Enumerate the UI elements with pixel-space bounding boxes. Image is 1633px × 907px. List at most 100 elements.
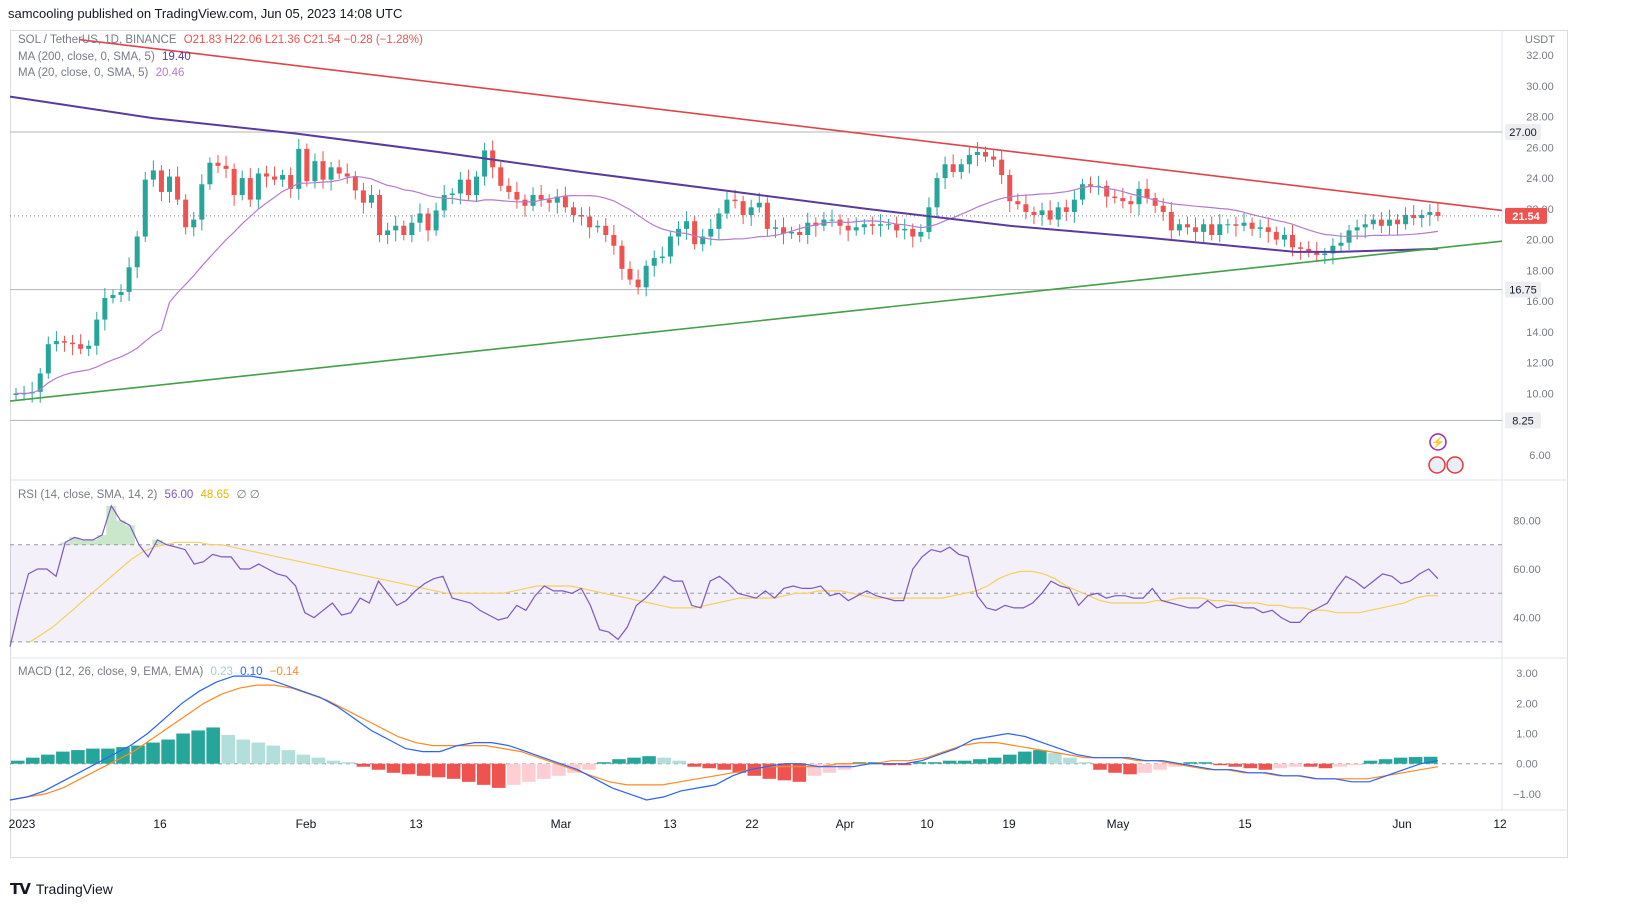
macd-histogram-bar	[221, 735, 235, 764]
candle-body	[150, 170, 156, 180]
candle-body	[94, 319, 100, 346]
candle-body	[748, 207, 754, 216]
candle-body	[320, 161, 326, 180]
candle-body	[86, 345, 92, 349]
candle-body	[837, 219, 843, 226]
macd-histogram-bar	[912, 762, 927, 764]
candle-body	[1249, 222, 1255, 229]
candle-body	[651, 258, 657, 266]
candle-body	[433, 210, 439, 231]
candle-body	[530, 195, 536, 206]
level-badge-label: 27.00	[1509, 127, 1537, 139]
candle-body	[1241, 222, 1247, 226]
candle-body	[110, 294, 116, 299]
ma200-line	[9, 95, 1438, 253]
price-tick-label: 20.00	[1526, 235, 1554, 247]
price-tick-label: 16.00	[1526, 296, 1554, 308]
macd-histogram-bar	[777, 763, 792, 781]
candle-body	[457, 179, 463, 194]
macd-histogram-bar	[281, 750, 296, 764]
candle-body	[239, 178, 245, 196]
macd-histogram-bar	[236, 739, 250, 764]
candle-body	[1047, 210, 1053, 220]
time-tick-label: Jun	[1392, 817, 1411, 831]
macd-histogram-bar	[507, 763, 521, 785]
candle-body	[805, 222, 811, 236]
candle-body	[635, 279, 641, 288]
macd-histogram-bar	[1363, 760, 1378, 764]
lightning-event-icon	[1429, 433, 1447, 451]
candle-body	[296, 148, 302, 189]
macd-histogram-bar	[747, 763, 762, 776]
candle-body	[966, 155, 972, 165]
candle-body	[522, 199, 528, 206]
candle-body	[708, 228, 714, 237]
macd-histogram-bar	[11, 760, 25, 764]
candle-body	[902, 228, 908, 231]
macd-legend[interactable]: MACD (12, 26, close, 9, EMA, EMA) 0.23 0…	[18, 666, 299, 678]
candle-body	[1007, 175, 1013, 202]
candle-body	[231, 168, 237, 196]
candle-body	[958, 164, 964, 172]
candle-body	[1419, 215, 1425, 219]
macd-histogram-bar	[987, 757, 1002, 764]
time-tick-label: 22	[745, 817, 759, 831]
candle-body	[1273, 231, 1279, 240]
ma20-label: MA (20, close, 0, SMA, 5)	[18, 67, 149, 79]
candle-body	[1136, 188, 1142, 205]
macd-histogram-bar	[897, 763, 912, 766]
macd-hist-value: 0.23	[210, 666, 233, 678]
candle-body	[506, 185, 512, 192]
candle-body	[474, 176, 480, 196]
candle-body	[70, 342, 76, 345]
macd-histogram-bar	[852, 762, 867, 764]
time-tick-label: 13	[409, 817, 423, 831]
rsi-legend[interactable]: RSI (14, close, SMA, 14, 2) 56.00 48.65 …	[18, 487, 260, 501]
ma20-legend[interactable]: MA (20, close, 0, SMA, 5) 20.46	[18, 67, 184, 79]
candle-body	[1088, 184, 1094, 186]
macd-histogram-bar	[1393, 757, 1408, 764]
candle-body	[1257, 227, 1263, 229]
candle-body	[417, 213, 423, 223]
macd-histogram-bar	[1378, 759, 1393, 764]
macd-histogram-bar	[1198, 762, 1212, 764]
candle-body	[1023, 204, 1029, 212]
candle-body	[393, 225, 399, 231]
level-badge-label: 16.75	[1509, 285, 1537, 297]
candle-body	[1233, 224, 1239, 226]
candle-body	[643, 265, 649, 288]
symbol-label[interactable]: SOL / TetherUS, 1D, BINANCE	[18, 34, 177, 46]
macd-histogram-bar	[717, 763, 731, 770]
tradingview-branding[interactable]: 𝗧𝗩 TradingView	[10, 880, 113, 898]
candle-body	[1378, 219, 1384, 226]
candle-body	[441, 195, 447, 211]
macd-histogram-bar	[176, 733, 190, 764]
candle-body	[740, 201, 746, 216]
candle-body	[158, 170, 164, 192]
candle-body	[1015, 201, 1021, 205]
macd-histogram-bar	[296, 754, 311, 764]
ma200-legend[interactable]: MA (200, close, 0, SMA, 5) 19.40	[18, 51, 191, 63]
time-tick-label: 10	[920, 817, 934, 831]
macd-histogram-bar	[1258, 763, 1273, 770]
macd-histogram-bar	[266, 745, 281, 764]
macd-histogram-bar	[56, 751, 70, 764]
macd-histogram-bar	[1093, 763, 1107, 770]
macd-histogram-bar	[26, 757, 40, 764]
candle-body	[982, 151, 988, 157]
candle-body	[829, 219, 835, 221]
macd-histogram-bar	[1033, 750, 1047, 764]
candle-body	[538, 195, 544, 200]
tradingview-logo-icon: 𝗧𝗩	[10, 881, 31, 898]
macd-histogram-bar	[101, 748, 115, 764]
candle-body	[13, 393, 19, 395]
candle-body	[1354, 227, 1360, 231]
macd-histogram-bar	[537, 763, 551, 779]
candle-body	[562, 196, 568, 208]
macd-tick-label: 1.00	[1516, 728, 1537, 740]
candle-body	[498, 167, 504, 186]
candle-body	[247, 178, 253, 200]
ma200-value: 19.40	[161, 51, 191, 63]
